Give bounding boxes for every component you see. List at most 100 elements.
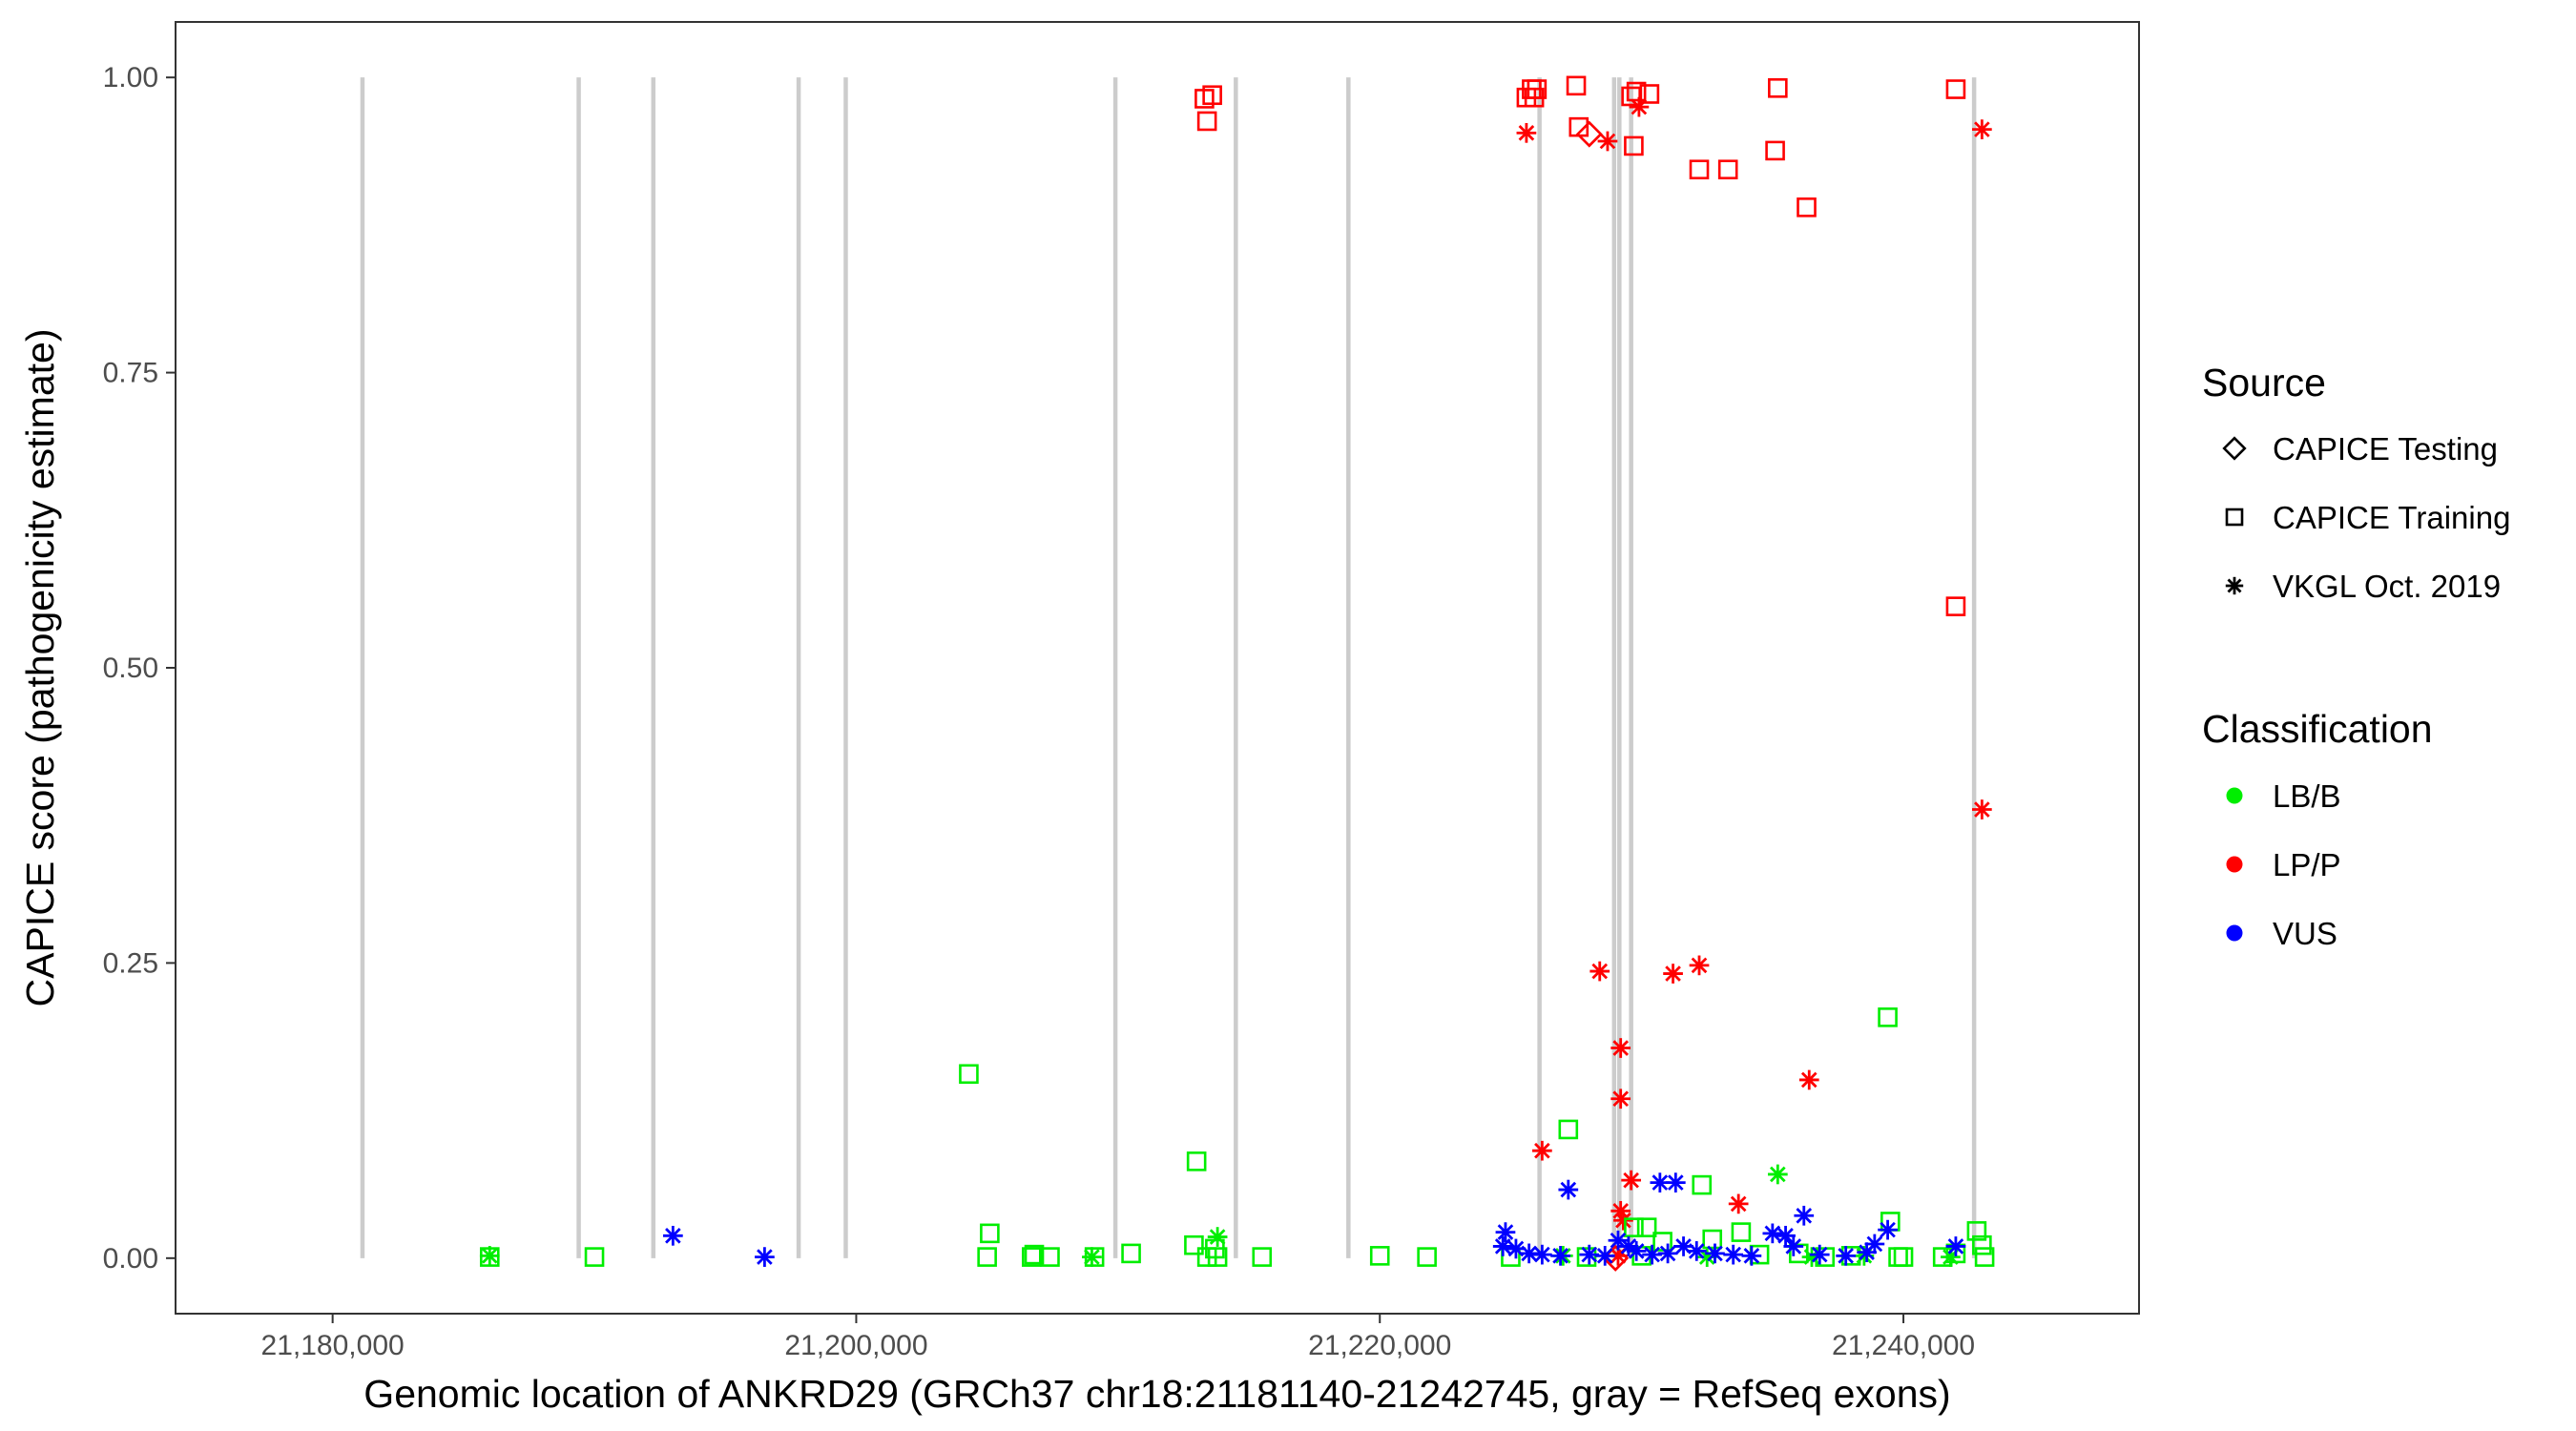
point-square-lpp xyxy=(1624,135,1644,156)
legend-key-dot xyxy=(2226,856,2243,873)
point-square-lpp xyxy=(1202,85,1222,106)
point-square-lbb xyxy=(1196,1247,1217,1267)
point-square-lpp xyxy=(1945,79,1966,99)
point-square-lbb xyxy=(1369,1246,1390,1266)
point-asterisk-vus xyxy=(1809,1244,1830,1265)
x-axis: 21,180,000 21,200,000 21,220,000 21,240,000 xyxy=(261,1314,1975,1361)
point-asterisk-vus xyxy=(1550,1246,1570,1266)
point-asterisk-vus xyxy=(1492,1236,1513,1256)
point-asterisk-lpp xyxy=(1613,1210,1633,1231)
point-asterisk-lpp xyxy=(1597,131,1618,152)
point-square-lpp xyxy=(1768,78,1788,98)
point-asterisk-lpp xyxy=(1728,1193,1749,1214)
point-asterisk-lbb xyxy=(479,1246,500,1266)
x-tick-label: 21,200,000 xyxy=(784,1330,927,1361)
x-tick-label: 21,220,000 xyxy=(1308,1330,1451,1361)
point-asterisk-lbb xyxy=(1207,1227,1228,1247)
point-asterisk-vus xyxy=(1776,1225,1796,1246)
point-asterisk-vus xyxy=(1594,1246,1615,1266)
point-square-lbb xyxy=(1558,1119,1579,1140)
point-square-lbb xyxy=(1731,1222,1752,1242)
point-asterisk-lpp xyxy=(1532,1140,1552,1161)
legend-key-dot xyxy=(2226,787,2243,804)
point-square-lbb xyxy=(1878,1007,1898,1027)
point-square-lbb xyxy=(1893,1247,1914,1267)
y-tick-label: 0.00 xyxy=(103,1243,158,1275)
point-asterisk-lpp xyxy=(1972,799,1992,819)
legend-label: VKGL Oct. 2019 xyxy=(2273,569,2501,604)
point-square-lbb xyxy=(1417,1247,1437,1267)
point-square-lbb xyxy=(1652,1232,1672,1252)
point-square-lpp xyxy=(1196,111,1217,132)
point-asterisk-lpp xyxy=(1689,955,1710,976)
legend-key-dot xyxy=(2226,924,2243,942)
point-asterisk-vus xyxy=(1878,1219,1898,1240)
point-square-lpp xyxy=(1689,159,1710,180)
point-square-lbb xyxy=(977,1247,997,1267)
y-tick-label: 1.00 xyxy=(103,62,158,93)
point-square-lbb xyxy=(1702,1229,1723,1250)
point-square-lbb xyxy=(1692,1174,1713,1195)
point-square-lbb xyxy=(584,1247,605,1267)
y-tick-label: 0.75 xyxy=(103,358,158,389)
point-asterisk-vus xyxy=(1657,1243,1678,1264)
point-square-lpp xyxy=(1945,596,1966,616)
exon-lines xyxy=(360,77,1977,1258)
point-square-lpp xyxy=(1524,87,1545,108)
legend-title-classification: Classification xyxy=(2202,707,2433,751)
point-asterisk-vus xyxy=(1532,1244,1552,1265)
point-square-lbb xyxy=(1252,1247,1273,1267)
x-axis-title: Genomic location of ANKRD29 (GRCh37 chr1… xyxy=(364,1372,1950,1416)
y-tick-label: 0.25 xyxy=(103,947,158,979)
point-square-lpp xyxy=(1566,75,1587,96)
legend-key-square xyxy=(2225,508,2244,527)
point-square-lbb xyxy=(1207,1247,1228,1267)
point-asterisk-lpp xyxy=(1663,964,1683,984)
point-square-lbb xyxy=(1636,1217,1657,1237)
point-asterisk-lbb xyxy=(1767,1164,1788,1185)
point-square-lbb xyxy=(1121,1243,1141,1264)
data-points xyxy=(479,75,1995,1272)
point-square-lpp xyxy=(1639,84,1660,104)
point-square-lpp xyxy=(1797,197,1817,218)
point-asterisk-vus xyxy=(1836,1246,1857,1266)
legend-label: CAPICE Training xyxy=(2273,500,2510,535)
point-asterisk-vus xyxy=(1783,1236,1804,1256)
point-asterisk-vus xyxy=(1665,1172,1686,1192)
point-square-lbb xyxy=(1024,1244,1045,1265)
x-tick-label: 21,240,000 xyxy=(1832,1330,1975,1361)
point-asterisk-vus xyxy=(663,1225,683,1246)
point-asterisk-vus xyxy=(1626,1241,1647,1261)
point-asterisk-lpp xyxy=(1589,961,1610,982)
legend-key-diamond xyxy=(2222,436,2247,461)
point-square-lbb xyxy=(980,1223,1000,1244)
point-asterisk-vus xyxy=(1686,1241,1707,1261)
point-asterisk-vus xyxy=(1495,1222,1516,1242)
point-asterisk-lbb xyxy=(1082,1247,1102,1267)
point-asterisk-vus xyxy=(1945,1236,1966,1256)
point-asterisk-lpp xyxy=(1798,1069,1819,1090)
point-asterisk-vus xyxy=(1705,1243,1725,1264)
point-asterisk-vus xyxy=(1558,1179,1579,1200)
point-asterisk-lpp xyxy=(1610,1089,1631,1110)
point-square-lbb xyxy=(1972,1234,1992,1255)
point-square-lpp xyxy=(1765,140,1785,161)
legend: Source CAPICE Testing CAPICE Training VKGL … xyxy=(2202,361,2510,951)
point-square-lbb xyxy=(959,1064,979,1085)
point-square-lbb xyxy=(1974,1247,1995,1267)
y-axis: 0.00 0.25 0.50 0.75 1.00 xyxy=(103,62,176,1275)
point-asterisk-vus xyxy=(1723,1244,1744,1265)
point-square-lbb xyxy=(1624,1217,1644,1237)
point-asterisk-vus xyxy=(755,1247,775,1267)
point-diamond-lpp xyxy=(1575,120,1603,148)
point-asterisk-vus xyxy=(1642,1244,1662,1265)
point-square-lbb xyxy=(1186,1151,1207,1172)
point-square-lpp xyxy=(1626,81,1647,102)
point-asterisk-lpp xyxy=(1629,96,1650,117)
point-square-lpp xyxy=(1717,159,1738,180)
legend-title-source: Source xyxy=(2202,361,2326,404)
point-square-lbb xyxy=(1040,1247,1060,1267)
point-asterisk-lpp xyxy=(1516,122,1537,143)
